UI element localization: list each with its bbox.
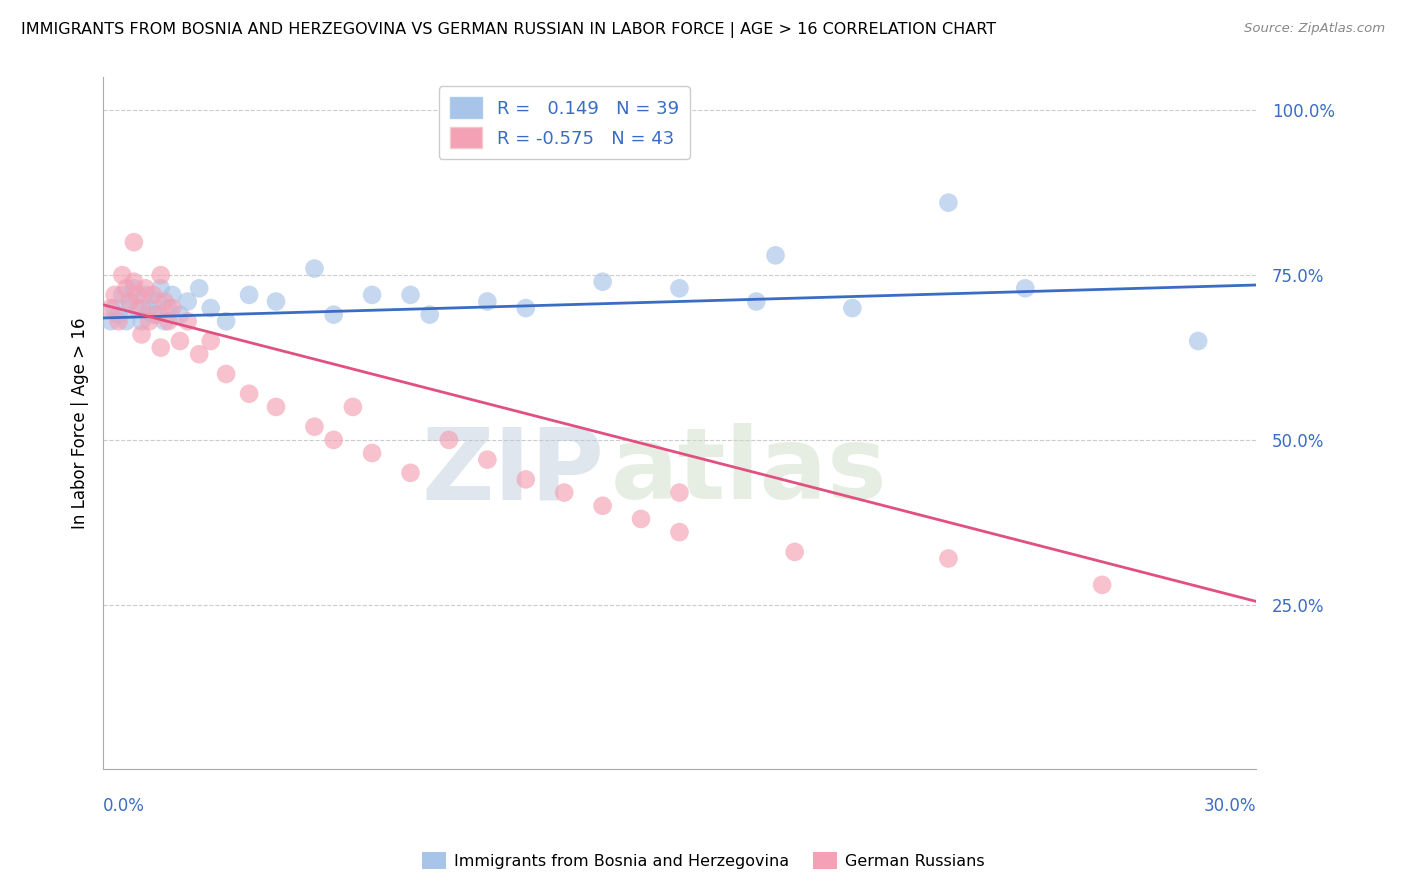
Point xyxy=(938,195,960,210)
Point xyxy=(104,288,127,302)
Point xyxy=(104,301,127,315)
Point xyxy=(342,400,364,414)
Point xyxy=(515,301,537,315)
Point xyxy=(477,294,499,309)
Point xyxy=(361,288,384,302)
Point xyxy=(419,308,441,322)
Point xyxy=(200,301,222,315)
Point xyxy=(215,314,238,328)
Point xyxy=(122,235,145,250)
Point xyxy=(176,314,198,328)
Point xyxy=(153,294,176,309)
Point xyxy=(238,288,260,302)
Point xyxy=(1014,281,1036,295)
Point xyxy=(477,452,499,467)
Point xyxy=(149,341,172,355)
Text: ZIP: ZIP xyxy=(422,424,605,520)
Text: Source: ZipAtlas.com: Source: ZipAtlas.com xyxy=(1244,22,1385,36)
Point xyxy=(765,248,787,262)
Point xyxy=(149,268,172,282)
Point xyxy=(149,281,172,295)
Point xyxy=(111,268,134,282)
Point xyxy=(111,288,134,302)
Point xyxy=(146,308,169,322)
Point xyxy=(399,288,422,302)
Point xyxy=(115,281,138,295)
Point xyxy=(592,275,614,289)
Point xyxy=(437,433,460,447)
Point xyxy=(122,281,145,295)
Point xyxy=(107,308,129,322)
Point xyxy=(304,419,326,434)
Point xyxy=(169,308,191,322)
Point xyxy=(100,301,122,315)
Text: 30.0%: 30.0% xyxy=(1204,797,1256,815)
Point xyxy=(142,308,165,322)
Point xyxy=(100,314,122,328)
Point xyxy=(668,281,690,295)
Point xyxy=(131,314,153,328)
Point xyxy=(630,512,652,526)
Point xyxy=(264,400,287,414)
Point xyxy=(162,301,184,315)
Point xyxy=(188,347,211,361)
Point xyxy=(745,294,768,309)
Point xyxy=(118,294,141,309)
Point xyxy=(127,301,149,315)
Point xyxy=(1091,578,1114,592)
Point xyxy=(157,301,180,315)
Point xyxy=(134,281,156,295)
Legend: Immigrants from Bosnia and Herzegovina, German Russians: Immigrants from Bosnia and Herzegovina, … xyxy=(415,846,991,875)
Text: 0.0%: 0.0% xyxy=(103,797,145,815)
Point xyxy=(238,386,260,401)
Text: atlas: atlas xyxy=(610,424,887,520)
Point xyxy=(131,327,153,342)
Point xyxy=(122,275,145,289)
Legend: R =   0.149   N = 39, R = -0.575   N = 43: R = 0.149 N = 39, R = -0.575 N = 43 xyxy=(439,87,689,159)
Point xyxy=(162,288,184,302)
Point xyxy=(142,288,165,302)
Point xyxy=(153,314,176,328)
Point xyxy=(138,314,160,328)
Point xyxy=(157,314,180,328)
Point xyxy=(215,367,238,381)
Point xyxy=(176,294,198,309)
Point xyxy=(131,301,153,315)
Point xyxy=(841,301,863,315)
Point xyxy=(515,472,537,486)
Point xyxy=(134,288,156,302)
Point xyxy=(668,525,690,540)
Point xyxy=(115,314,138,328)
Point xyxy=(264,294,287,309)
Point xyxy=(200,334,222,348)
Point xyxy=(361,446,384,460)
Y-axis label: In Labor Force | Age > 16: In Labor Force | Age > 16 xyxy=(72,318,89,529)
Point xyxy=(146,294,169,309)
Point xyxy=(138,301,160,315)
Point xyxy=(938,551,960,566)
Point xyxy=(592,499,614,513)
Point xyxy=(304,261,326,276)
Point xyxy=(399,466,422,480)
Point xyxy=(322,433,344,447)
Point xyxy=(668,485,690,500)
Point xyxy=(188,281,211,295)
Point xyxy=(553,485,575,500)
Text: IMMIGRANTS FROM BOSNIA AND HERZEGOVINA VS GERMAN RUSSIAN IN LABOR FORCE | AGE > : IMMIGRANTS FROM BOSNIA AND HERZEGOVINA V… xyxy=(21,22,997,38)
Point xyxy=(322,308,344,322)
Point xyxy=(783,545,806,559)
Point xyxy=(127,288,149,302)
Point xyxy=(107,314,129,328)
Point xyxy=(118,294,141,309)
Point xyxy=(1187,334,1209,348)
Point xyxy=(169,334,191,348)
